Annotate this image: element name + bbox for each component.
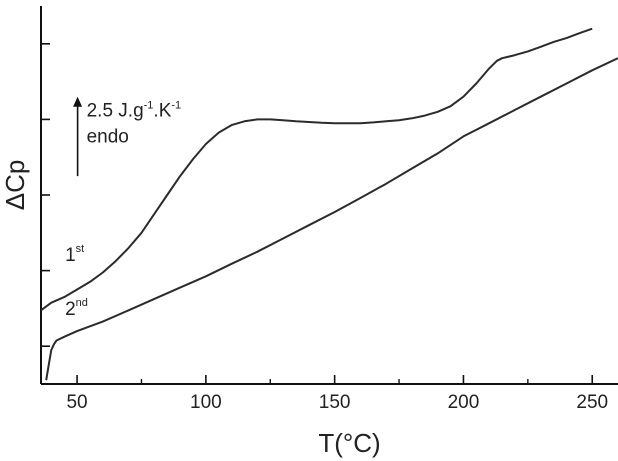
scale-arrow-head [73, 96, 83, 107]
series-labels: 1st 2nd [65, 243, 88, 320]
x-tick-label: 100 [190, 392, 222, 413]
x-ticks: 50 100 150 200 250 [66, 375, 608, 413]
y-ticks [41, 42, 50, 348]
direction-label: endo [87, 127, 129, 148]
x-tick-label: 150 [319, 392, 351, 413]
x-tick-label: 200 [448, 392, 480, 413]
series-line-1 [40, 27, 593, 312]
series-label-1: 1st [65, 243, 84, 266]
y-axis-title: ΔCp [0, 160, 30, 211]
x-axis-title: T(°C) [318, 428, 380, 458]
series-label-2: 2nd [65, 297, 88, 320]
scale-annotation: 2.5 J.g-1.K-1 endo [73, 96, 182, 177]
series-line-2 [45, 57, 618, 381]
x-tick-label: 50 [66, 392, 87, 413]
scale-bar-label: 2.5 J.g-1.K-1 [87, 100, 182, 122]
plot-area: 50 100 150 200 250 1st 2nd 2.5 J.g-1.K-1 endo [40, 6, 618, 413]
x-tick-label: 250 [576, 392, 608, 413]
series-group [40, 27, 618, 381]
